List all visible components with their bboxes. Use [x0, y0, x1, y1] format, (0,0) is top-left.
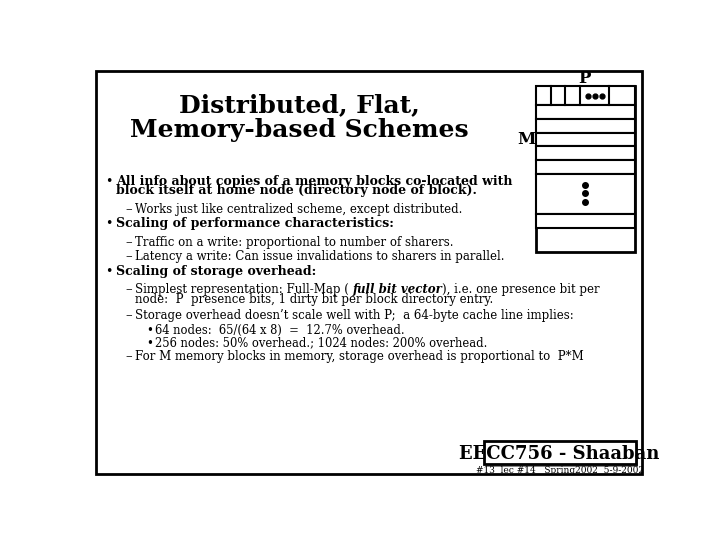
Text: Scaling of performance characteristics:: Scaling of performance characteristics:	[117, 217, 395, 230]
Text: Scaling of storage overhead:: Scaling of storage overhead:	[117, 265, 317, 278]
Bar	[536, 132, 635, 146]
Bar	[536, 86, 635, 105]
Text: Traffic on a write: proportional to number of sharers.: Traffic on a write: proportional to numb…	[135, 236, 454, 249]
Text: •: •	[106, 175, 113, 188]
Text: ), i.e. one presence bit per: ), i.e. one presence bit per	[443, 284, 600, 296]
Text: M: M	[517, 131, 536, 148]
Text: Storage overhead doesn’t scale well with P;  a 64-byte cache line implies:: Storage overhead doesn’t scale well with…	[135, 309, 574, 322]
Bar	[536, 86, 635, 252]
Text: –: –	[126, 350, 132, 363]
Text: –: –	[126, 251, 132, 264]
Bar	[536, 105, 635, 119]
Text: Distributed, Flat,: Distributed, Flat,	[179, 93, 420, 117]
Text: 256 nodes: 50% overhead.; 1024 nodes: 200% overhead.: 256 nodes: 50% overhead.; 1024 nodes: 20…	[155, 336, 487, 349]
Bar	[536, 160, 635, 174]
Text: •: •	[145, 323, 153, 336]
Text: 64 nodes:  65/(64 x 8)  =  12.7% overhead.: 64 nodes: 65/(64 x 8) = 12.7% overhead.	[155, 323, 405, 336]
Text: •: •	[106, 265, 113, 278]
Text: •: •	[106, 217, 113, 230]
Bar	[486, 444, 638, 467]
Text: –: –	[126, 236, 132, 249]
Text: –: –	[126, 284, 132, 296]
Bar	[536, 146, 635, 160]
Bar	[536, 174, 635, 214]
Text: full bit vector: full bit vector	[353, 284, 443, 296]
Text: –: –	[126, 202, 132, 215]
Bar	[536, 119, 635, 132]
Text: Simplest representation: Full-Map (: Simplest representation: Full-Map (	[135, 284, 353, 296]
Text: node:  P  presence bits, 1 dirty bit per block directory entry.: node: P presence bits, 1 dirty bit per b…	[135, 293, 493, 306]
Text: block itself at home node (directory node of block).: block itself at home node (directory nod…	[117, 184, 477, 197]
Text: EECC756 - Shaaban: EECC756 - Shaaban	[459, 446, 660, 463]
Text: •: •	[145, 336, 153, 349]
Text: P: P	[578, 70, 590, 87]
Text: Latency a write: Can issue invalidations to sharers in parallel.: Latency a write: Can issue invalidations…	[135, 251, 505, 264]
Text: Works just like centralized scheme, except distributed.: Works just like centralized scheme, exce…	[135, 202, 462, 215]
Text: For M memory blocks in memory, storage overhead is proportional to  P*M: For M memory blocks in memory, storage o…	[135, 350, 584, 363]
Text: –: –	[126, 309, 132, 322]
Text: All info about copies of a memory blocks co-located with: All info about copies of a memory blocks…	[117, 175, 513, 188]
Bar	[536, 214, 635, 228]
Bar	[484, 441, 636, 464]
Text: Memory-based Schemes: Memory-based Schemes	[130, 118, 469, 142]
Text: #13  lec #14   Spring2002  5-9-2002: #13 lec #14 Spring2002 5-9-2002	[476, 466, 644, 475]
